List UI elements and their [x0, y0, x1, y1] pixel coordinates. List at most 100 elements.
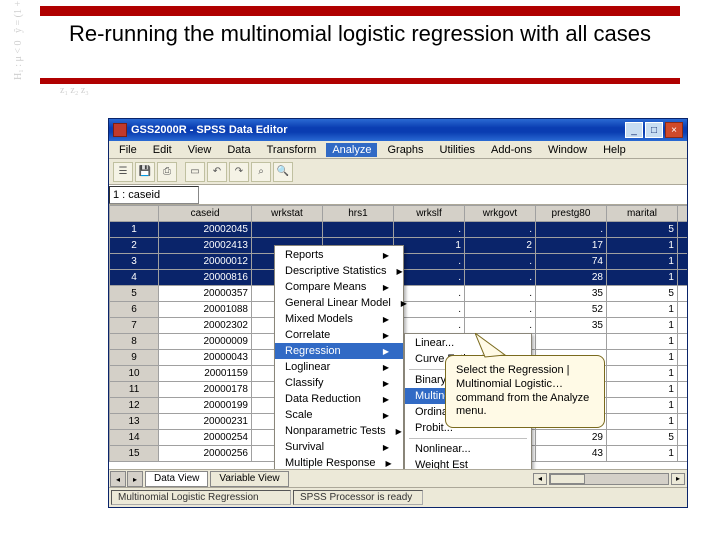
analyze-item[interactable]: Mixed Models▶ [275, 311, 403, 327]
cell-extra[interactable] [677, 254, 687, 270]
cell-marital[interactable]: 1 [606, 334, 677, 350]
column-header[interactable]: caseid [159, 206, 252, 222]
analyze-item[interactable]: Descriptive Statistics▶ [275, 263, 403, 279]
horizontal-scrollbar[interactable]: ◂ ▸ [289, 470, 687, 487]
cell-wrkgovt[interactable]: . [464, 302, 535, 318]
cell-caseid[interactable]: 20001159 [159, 366, 252, 382]
cell-wrkstat[interactable] [251, 222, 322, 238]
cell-marital[interactable]: 1 [606, 238, 677, 254]
cell-prestg80[interactable]: 43 [535, 446, 606, 462]
cell-caseid[interactable]: 20000012 [159, 254, 252, 270]
cell-marital[interactable]: 1 [606, 254, 677, 270]
row-header[interactable]: 3 [110, 254, 159, 270]
cell-marital[interactable]: 1 [606, 366, 677, 382]
cell-caseid[interactable]: 20000816 [159, 270, 252, 286]
cell-caseid[interactable]: 20000178 [159, 382, 252, 398]
analyze-item[interactable]: Survival▶ [275, 439, 403, 455]
row-header[interactable]: 13 [110, 414, 159, 430]
cell-wrkgovt[interactable]: . [464, 222, 535, 238]
cell-extra[interactable] [677, 366, 687, 382]
tb-find-icon[interactable]: 🔍 [273, 162, 293, 182]
menu-utilities[interactable]: Utilities [434, 143, 481, 157]
column-header[interactable]: d [677, 206, 687, 222]
cell-wrkgovt[interactable]: . [464, 254, 535, 270]
analyze-item[interactable]: Compare Means▶ [275, 279, 403, 295]
hscroll-left-icon[interactable]: ◂ [533, 473, 547, 485]
cell-caseid[interactable]: 20000043 [159, 350, 252, 366]
menu-help[interactable]: Help [597, 143, 632, 157]
cell-wrkslf[interactable]: . [393, 318, 464, 334]
tb-redo-icon[interactable]: ↷ [229, 162, 249, 182]
cell-extra[interactable] [677, 318, 687, 334]
cell-caseid[interactable]: 20000231 [159, 414, 252, 430]
row-header[interactable]: 10 [110, 366, 159, 382]
cell-wrkslf[interactable]: . [393, 222, 464, 238]
cell-marital[interactable]: 1 [606, 414, 677, 430]
cell-prestg80[interactable]: 35 [535, 286, 606, 302]
cell-prestg80[interactable]: 35 [535, 318, 606, 334]
cell-caseid[interactable]: 20001088 [159, 302, 252, 318]
cell-caseid[interactable]: 20002045 [159, 222, 252, 238]
column-header[interactable]: wrkstat [251, 206, 322, 222]
cell-extra[interactable] [677, 270, 687, 286]
cell-marital[interactable]: 1 [606, 270, 677, 286]
cell-caseid[interactable]: 20000199 [159, 398, 252, 414]
cell-wrkgovt[interactable]: . [464, 318, 535, 334]
cell-caseid[interactable]: 20000256 [159, 446, 252, 462]
cell-marital[interactable]: 1 [606, 446, 677, 462]
cell-extra[interactable] [677, 430, 687, 446]
row-header[interactable]: 9 [110, 350, 159, 366]
menu-transform[interactable]: Transform [261, 143, 323, 157]
cell-caseid[interactable]: 20000254 [159, 430, 252, 446]
tb-print-icon[interactable]: ⎙ [157, 162, 177, 182]
tab-variable-view[interactable]: Variable View [210, 471, 288, 487]
cell-marital[interactable]: 5 [606, 222, 677, 238]
analyze-item[interactable]: Classify▶ [275, 375, 403, 391]
cell-marital[interactable]: 1 [606, 382, 677, 398]
analyze-item[interactable]: Nonparametric Tests▶ [275, 423, 403, 439]
regression-item[interactable]: Nonlinear... [405, 441, 531, 457]
tb-save-icon[interactable]: 💾 [135, 162, 155, 182]
cell-marital[interactable]: 5 [606, 286, 677, 302]
menu-analyze[interactable]: Analyze [326, 143, 377, 157]
tb-open-icon[interactable]: ☰ [113, 162, 133, 182]
menu-view[interactable]: View [182, 143, 218, 157]
tab-data-view[interactable]: Data View [145, 471, 208, 487]
analyze-dropdown[interactable]: Reports▶Descriptive Statistics▶Compare M… [274, 245, 404, 470]
tb-undo-icon[interactable]: ↶ [207, 162, 227, 182]
row-header[interactable]: 5 [110, 286, 159, 302]
analyze-item[interactable]: Data Reduction▶ [275, 391, 403, 407]
cell-prestg80[interactable]: . [535, 222, 606, 238]
column-header[interactable]: wrkslf [393, 206, 464, 222]
cell-prestg80[interactable] [535, 334, 606, 350]
cell-marital[interactable]: 1 [606, 350, 677, 366]
row-header[interactable]: 11 [110, 382, 159, 398]
minimize-button[interactable]: _ [625, 122, 643, 138]
menu-edit[interactable]: Edit [147, 143, 178, 157]
cell-marital[interactable]: 1 [606, 302, 677, 318]
row-header[interactable]: 4 [110, 270, 159, 286]
row-header[interactable]: 7 [110, 318, 159, 334]
hscroll-track[interactable] [549, 473, 669, 485]
cell-prestg80[interactable]: 74 [535, 254, 606, 270]
cell-wrkgovt[interactable]: 2 [464, 238, 535, 254]
analyze-item[interactable]: Multiple Response▶ [275, 455, 403, 470]
analyze-item[interactable]: Correlate▶ [275, 327, 403, 343]
cell-wrkgovt[interactable]: . [464, 286, 535, 302]
column-header[interactable]: wrkgovt [464, 206, 535, 222]
hscroll-right-icon[interactable]: ▸ [671, 473, 685, 485]
cell-prestg80[interactable]: 28 [535, 270, 606, 286]
column-header[interactable]: marital [606, 206, 677, 222]
cell-prestg80[interactable]: 29 [535, 430, 606, 446]
cell-extra[interactable] [677, 334, 687, 350]
close-button[interactable]: × [665, 122, 683, 138]
cell-marital[interactable]: 1 [606, 318, 677, 334]
cell-extra[interactable] [677, 446, 687, 462]
menu-graphs[interactable]: Graphs [381, 143, 429, 157]
tb-goto-icon[interactable]: ⌕ [251, 162, 271, 182]
cell-extra[interactable] [677, 286, 687, 302]
cell-extra[interactable] [677, 302, 687, 318]
cell-caseid[interactable]: 20000357 [159, 286, 252, 302]
row-header[interactable]: 1 [110, 222, 159, 238]
cell-caseid[interactable]: 20002302 [159, 318, 252, 334]
